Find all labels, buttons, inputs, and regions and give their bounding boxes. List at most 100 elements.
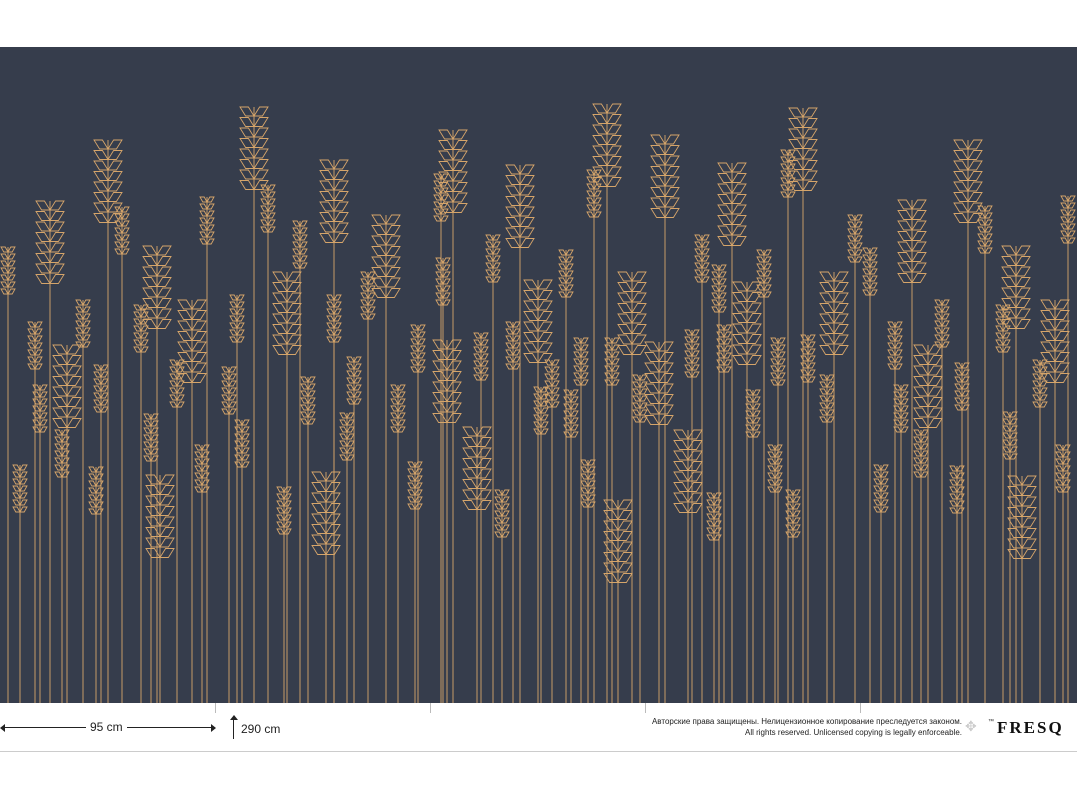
wheat-grain [140,318,149,325]
wheat-grain [300,397,309,404]
wheat-grain [606,177,622,187]
wheat-grain [1040,362,1056,373]
wheat-grain [658,362,674,373]
wheat-grain [631,313,647,324]
wheat-grain [780,191,789,198]
wheat-grain [390,412,399,419]
wheat-grain [82,334,91,341]
wheat-grain [367,292,376,299]
wheat-grain [934,327,943,334]
wheat-grain [723,352,732,359]
wheat-grain [505,328,514,335]
wheat-grain [570,389,579,396]
wheat-grain [732,281,748,292]
wheat-grain [934,306,943,313]
wheat-grain [0,260,9,267]
wheat-grain [800,369,809,376]
wheat-grain [442,285,451,292]
wheat-grain [333,308,342,315]
wheat-grain [717,162,733,173]
wheat-grain [75,306,84,313]
wheat-stalk [544,359,560,703]
wheat-grain [716,324,725,331]
wheat-grain [927,407,943,418]
wheat-grain [664,197,680,208]
wheat-grain [311,524,327,534]
wheat-grain [953,192,969,202]
wheat-grain [880,471,889,478]
wheat-stalk [462,426,492,703]
wheat-grain [1002,318,1011,325]
wheat-grain [346,398,355,405]
wheat-grain [114,248,123,255]
wheat-stalk [632,374,648,703]
wheat-grain [580,351,589,358]
wheat-stalk [684,329,700,703]
wheat-grain [1032,394,1041,401]
wheat-grain [0,246,9,253]
wheat-grain [390,405,399,412]
wheat-grain [767,486,776,493]
wheat-grain [593,190,602,197]
wheat-grain [114,241,123,248]
wheat-grain [505,356,514,363]
wheat-grain [752,424,761,431]
wheat-grain [407,496,416,503]
wheat-grain [847,228,856,235]
wheat-grain [913,407,929,418]
wheat-grain [1067,237,1076,244]
wheat-stalk [52,344,82,703]
wheat-grain [788,149,804,160]
wheat-grain [617,282,633,292]
wheat-grain [954,390,963,397]
wheat-grain [371,256,387,267]
height-text: 290 cm [241,722,281,736]
wheat-grain [731,173,747,183]
wheat-grain [446,413,462,423]
wheat-grain [194,451,203,458]
wheat-stalk [27,321,43,703]
wheat-grain [417,331,426,338]
wheat-grain [191,373,207,383]
wheat-grain [66,418,82,428]
wheat-grain [93,160,109,171]
wheat-grain [639,416,648,423]
wheat-grain [292,220,301,227]
wheat-stalk [1060,195,1076,703]
wheat-grain [121,227,130,234]
wheat-grain [711,306,720,313]
wheat-grain [833,282,849,292]
wheat-grain [397,426,406,433]
wheat-grain [687,492,703,503]
wheat-stalk [505,164,535,703]
wheat-grain [540,421,549,428]
wheat-grain [787,191,796,198]
wheat-grain [176,387,185,394]
wheat-grain [12,506,21,513]
wheat-stalk [300,376,316,703]
wheat-grain [360,299,369,306]
wheat-grain [311,513,327,524]
wheat-grain [1001,287,1017,298]
wheat-grain [954,397,963,404]
wheat-grain [592,114,608,124]
wheat-grain [558,263,567,270]
wheat-grain [639,402,648,409]
wheat-grain [1054,299,1070,310]
wheat-grain [752,389,761,396]
wheat-grain [93,385,102,392]
wheat-grain [1021,528,1037,538]
wheat-grain [397,419,406,426]
wheat-grain [718,299,727,306]
wheat-grain [632,416,641,423]
wheat-grain [603,520,619,531]
wheat-grain [894,349,903,356]
wheat-grain [523,332,539,342]
wheat-grain [920,457,929,464]
wheat-grain [897,273,913,283]
wheat-grain [650,176,666,187]
wheat-grain [100,392,109,399]
wheat-grain [587,494,596,501]
wheat-grain [326,308,335,315]
wheat-grain [35,211,51,221]
